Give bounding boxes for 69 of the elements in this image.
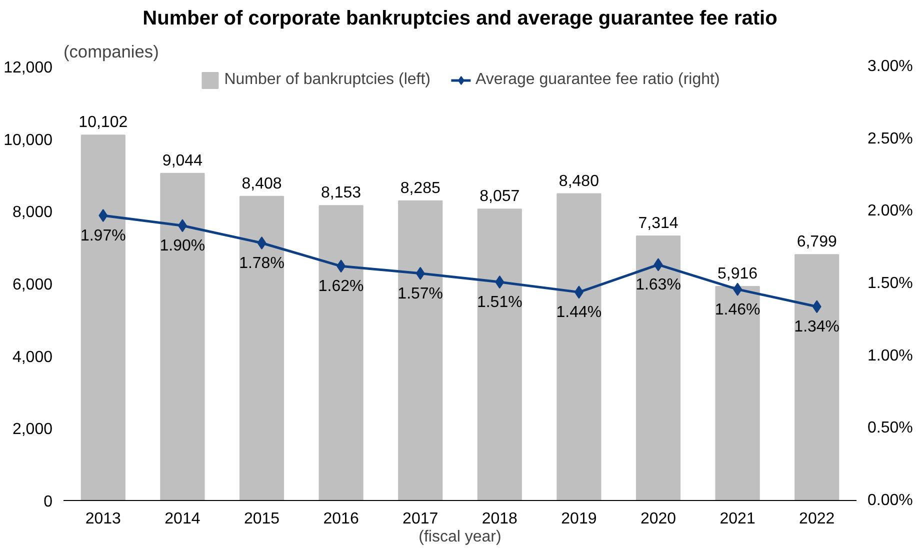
point xyxy=(336,260,346,273)
data-label: 1.44% xyxy=(556,304,602,322)
y2-tick-label: 0.00% xyxy=(868,492,913,509)
x-tick-label: 2016 xyxy=(323,510,359,528)
data-label: 1.78% xyxy=(239,254,284,272)
data-label: 10,102 xyxy=(78,114,128,132)
point xyxy=(495,276,504,289)
bar xyxy=(794,254,840,500)
point xyxy=(654,258,663,272)
bar xyxy=(239,196,284,500)
data-label: 8,057 xyxy=(480,188,520,206)
data-label: 8,480 xyxy=(558,172,600,190)
y-tick-label: 2,000 xyxy=(12,421,53,438)
bar xyxy=(477,208,522,500)
x-axis-title: (fiscal year) xyxy=(418,528,502,546)
x-tick-label: 2015 xyxy=(244,510,280,528)
data-label: 8,153 xyxy=(321,184,362,202)
data-label: 1.97% xyxy=(80,228,126,245)
y-tick-label: 8,000 xyxy=(12,204,53,222)
data-label: 1.90% xyxy=(160,238,206,255)
x-tick-label: 2017 xyxy=(402,510,438,528)
y-tick-label: 4,000 xyxy=(12,348,53,366)
data-label: 1.34% xyxy=(794,318,840,336)
point xyxy=(98,209,108,222)
data-label: 1.57% xyxy=(398,285,444,302)
legend-label: Average guarantee fee ratio (right) xyxy=(476,71,720,89)
y2-tick-label: 1.00% xyxy=(868,347,913,364)
chart-title: Number of corporate bankruptcies and average guarantee fee ratio xyxy=(142,8,778,30)
data-label: 9,044 xyxy=(162,152,203,170)
y-tick-label: 12,000 xyxy=(4,60,53,76)
y-tick-label: 0 xyxy=(44,494,53,510)
data-label: 7,314 xyxy=(638,214,678,232)
point xyxy=(178,219,187,232)
bar xyxy=(80,134,126,500)
y-tick-label: 10,000 xyxy=(4,132,53,149)
x-tick-label: 2022 xyxy=(799,510,835,528)
data-label: 1.46% xyxy=(714,301,760,318)
y2-tick-label: 1.50% xyxy=(868,275,913,292)
x-tick-label: 2020 xyxy=(640,510,676,528)
point xyxy=(733,282,742,296)
y2-tick-label: 0.50% xyxy=(868,420,913,437)
bar xyxy=(715,286,760,500)
y2-tick-label: 3.00% xyxy=(868,58,913,75)
point xyxy=(416,266,425,280)
y-tick-label: 6,000 xyxy=(12,276,53,294)
data-label: 1.63% xyxy=(636,276,681,294)
bar xyxy=(636,235,681,500)
data-label: 8,285 xyxy=(400,180,440,197)
x-tick-label: 2019 xyxy=(561,510,597,528)
bar xyxy=(398,200,443,500)
point xyxy=(574,286,584,299)
x-tick-label: 2013 xyxy=(85,510,122,528)
bar xyxy=(318,205,364,500)
data-label: 6,799 xyxy=(796,234,837,251)
data-label: 1.62% xyxy=(318,278,364,296)
x-tick-label: 2018 xyxy=(482,510,518,528)
x-tick-label: 2021 xyxy=(720,510,756,528)
data-label: 8,408 xyxy=(242,175,282,192)
data-label: 1.51% xyxy=(476,294,522,312)
bar xyxy=(556,193,602,500)
x-tick-label: 2014 xyxy=(164,510,200,528)
y2-tick-label: 2.50% xyxy=(868,130,913,148)
point xyxy=(812,300,822,314)
bar xyxy=(160,172,205,500)
y2-tick-label: 2.00% xyxy=(868,202,913,220)
y-axis-title: (companies) xyxy=(64,42,159,62)
legend-label: Number of bankruptcies (left) xyxy=(224,71,431,89)
point xyxy=(257,236,266,250)
data-label: 5,916 xyxy=(718,266,758,283)
